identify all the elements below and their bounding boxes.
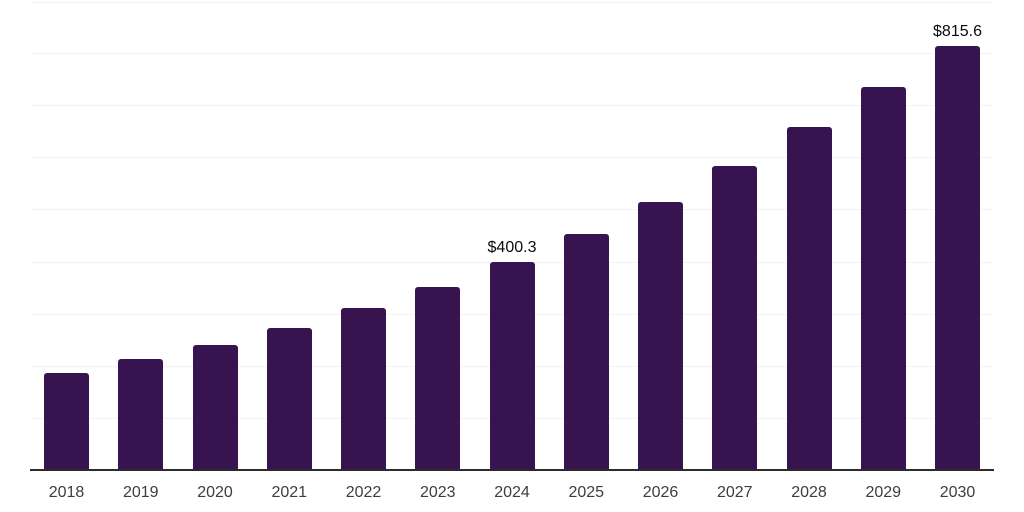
x-tick-2023: 2023 [419, 484, 456, 501]
x-tick-2028: 2028 [791, 484, 827, 501]
bar-2025 [563, 233, 609, 471]
bar-2018 [44, 373, 89, 471]
bars-container: $400.3 $815.6 [44, 2, 982, 471]
gridline-900 [30, 2, 994, 3]
x-axis-line [30, 469, 994, 471]
bar-2020 [192, 344, 238, 471]
x-tick-2022: 2022 [345, 484, 382, 501]
plot-area: $400.3 $815.6 [30, 2, 994, 471]
bar-2026 [638, 202, 683, 471]
bar-2021 [266, 327, 312, 471]
x-tick-2029: 2029 [865, 484, 902, 501]
gridline-800 [30, 53, 994, 55]
bar-2028 [786, 126, 832, 471]
x-axis-labels: 2018 2019 2020 2021 2022 2023 2024 2025 2026 2027… [44, 483, 980, 502]
x-tick-2018: 2018 [48, 484, 85, 501]
bar-2023 [415, 286, 461, 471]
value-label-2030: $815.6 [933, 23, 982, 40]
gridline-500 [30, 209, 994, 211]
bar-2022 [341, 307, 386, 471]
gridline-400 [30, 261, 994, 263]
gridline-700 [30, 105, 994, 107]
gridline-600 [30, 157, 994, 159]
bar-2024: $400.3 [488, 240, 536, 471]
x-tick-2030: 2030 [939, 484, 976, 501]
x-tick-2027: 2027 [716, 484, 753, 501]
x-tick-2020: 2020 [197, 484, 233, 501]
value-label-2024: $400.3 [487, 239, 537, 257]
x-tick-2025: 2025 [568, 484, 605, 501]
bar-2030: $815.6 [933, 24, 982, 471]
x-tick-2024: 2024 [494, 484, 530, 501]
x-tick-2026: 2026 [642, 484, 679, 501]
x-tick-2019: 2019 [122, 484, 159, 501]
bar-2027 [712, 165, 758, 471]
bar-2029 [860, 86, 906, 471]
x-tick-2021: 2021 [271, 484, 308, 501]
bar-2019 [118, 359, 164, 471]
